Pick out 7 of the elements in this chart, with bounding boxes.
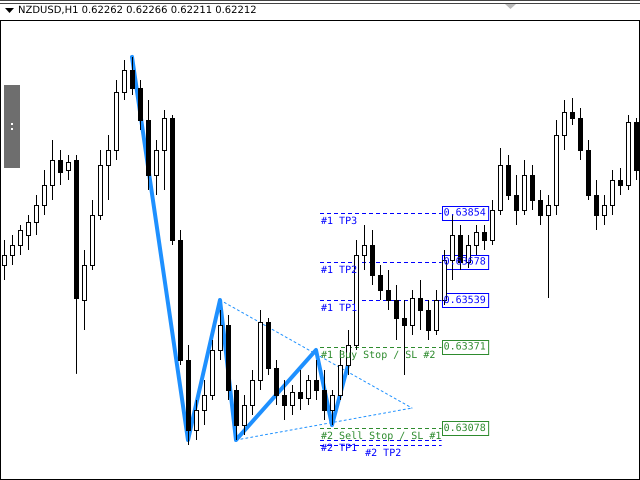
- annotation: 0.63078: [444, 422, 486, 434]
- ref-line-label: #2 TP2: [365, 448, 402, 460]
- ref-line-label: #1 TP3: [321, 216, 358, 228]
- annotation: 0.63854: [444, 207, 486, 218]
- ref-line-label: #2 Sell Stop / SL #1: [321, 431, 442, 442]
- chart-title: NZDUSD,H1 0.62262 0.62266 0.62211 0.62212: [18, 5, 257, 16]
- annotation: 0.63371: [444, 342, 486, 353]
